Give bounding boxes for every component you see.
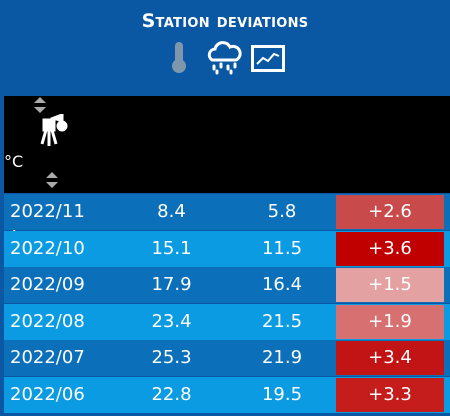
- value-cell: 22.8: [151, 384, 192, 405]
- table-row: 2022/06 22.8 19.5 +3.3: [4, 377, 450, 413]
- month-cell: 2022/11: [10, 201, 85, 222]
- value-cell: +1.9: [336, 304, 444, 339]
- value-cell: 15.1: [151, 237, 192, 259]
- value-cell: +2.6: [336, 195, 444, 229]
- temperature-icon[interactable]: [172, 42, 186, 73]
- value-cell: 16.4: [261, 274, 303, 296]
- value-cell: 25.3: [151, 347, 192, 369]
- value-cell: 11.5: [261, 237, 303, 259]
- table-row: 2022/11 8.4 5.8 +2.6: [4, 194, 450, 230]
- value-cell: 23.4: [151, 310, 192, 332]
- month-cell: 2022/07: [10, 347, 85, 369]
- month-cell: 2022/06: [10, 384, 85, 405]
- column-header: °C: [4, 114, 99, 189]
- value-cell: +3.3: [336, 378, 444, 412]
- sort-icon[interactable]: [45, 171, 59, 189]
- column-header: [4, 96, 76, 114]
- station-icon: [40, 114, 68, 146]
- month-cell: 2022/08: [10, 310, 85, 332]
- rain-icon[interactable]: [207, 41, 242, 75]
- value-cell: 5.8: [267, 201, 297, 222]
- table-row: 2022/09 17.9 16.4 +1.5: [4, 267, 450, 304]
- value-cell: 19.5: [261, 384, 303, 405]
- sort-icon[interactable]: [33, 96, 47, 114]
- table-row: 2022/08 23.4 21.5 +1.9: [4, 303, 450, 340]
- value-cell: 17.9: [151, 274, 192, 296]
- value-cell: 21.9: [261, 347, 303, 369]
- page-title: Station deviations: [141, 10, 309, 32]
- value-cell: +1.5: [336, 268, 444, 303]
- table-row: 2022/10 15.1 11.5 +3.6: [4, 230, 450, 267]
- chart-icon[interactable]: [251, 45, 285, 72]
- value-cell: +3.4: [336, 341, 444, 376]
- value-cell: 8.4: [157, 201, 186, 222]
- view-icons: [172, 41, 285, 75]
- month-cell: 2022/10: [10, 237, 85, 259]
- table-header: °CNormal°CVariazione°C: [4, 96, 450, 322]
- column-unit: °C: [4, 152, 24, 171]
- value-cell: +3.6: [336, 231, 444, 266]
- value-cell: 21.5: [261, 310, 303, 332]
- month-cell: 2022/09: [10, 274, 85, 296]
- table-row: 2022/07 25.3 21.9 +3.4: [4, 340, 450, 377]
